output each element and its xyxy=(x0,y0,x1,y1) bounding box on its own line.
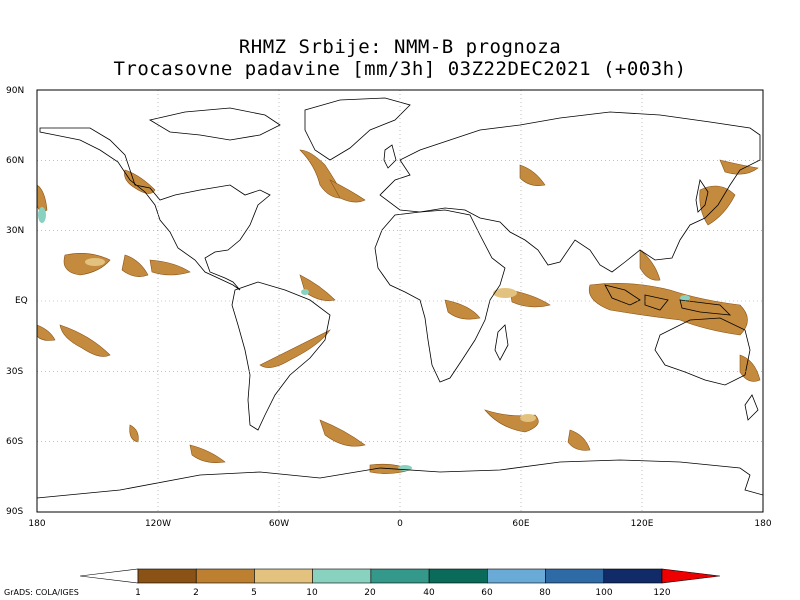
colorbar-underflow-arrow xyxy=(79,568,139,584)
colorbar-swatch xyxy=(428,568,488,584)
precip-patch xyxy=(149,259,191,276)
map-area xyxy=(36,89,764,513)
greenland-outline xyxy=(304,97,411,161)
precip-patch xyxy=(639,249,661,281)
japan-outline xyxy=(695,178,709,213)
grads-credit: GrADS: COLA/IGES xyxy=(4,588,79,597)
north-america-outline xyxy=(39,127,271,291)
precip-patch xyxy=(493,288,517,298)
colorbar-label: 2 xyxy=(193,588,199,598)
colorbar-label: 5 xyxy=(251,588,257,598)
precip-patch xyxy=(509,289,551,308)
indonesia-outline xyxy=(604,284,732,316)
lon-tick-label: 60W xyxy=(269,519,289,529)
colorbar-label: 120 xyxy=(653,588,670,598)
colorbar-swatch xyxy=(487,568,546,584)
precipitation-field-light xyxy=(85,258,536,422)
lat-tick-label: 90S xyxy=(6,507,23,517)
precip-patch xyxy=(189,444,226,463)
colorbar-overflow-arrow xyxy=(661,568,721,584)
lat-tick-label: 30N xyxy=(6,226,24,236)
map-title-line1: RHMZ Srbije: NMM-B prognoza xyxy=(238,36,562,58)
map-frame xyxy=(36,89,764,513)
uk-outline xyxy=(383,144,397,169)
precip-patch xyxy=(299,274,336,301)
precip-patch xyxy=(444,299,481,320)
lat-tick-label: 60N xyxy=(6,156,24,166)
colorbar-label: 60 xyxy=(481,588,493,598)
colorbar-label: 20 xyxy=(364,588,376,598)
colorbar-labels: 1 2 5 10 20 40 60 80 100 120 xyxy=(135,588,671,598)
coastlines xyxy=(36,97,764,513)
colorbar-swatch xyxy=(254,568,313,584)
lon-tick-label: 120E xyxy=(631,519,654,529)
lon-tick-label: 180 xyxy=(754,519,771,529)
lat-tick-label: 90N xyxy=(6,86,24,96)
graticule xyxy=(37,90,763,512)
colorbar-label: 1 xyxy=(135,588,141,598)
australia-outline xyxy=(654,317,751,386)
madagascar-outline xyxy=(494,324,509,361)
colorbar-label: 40 xyxy=(423,588,435,598)
precip-patch xyxy=(329,179,366,203)
precip-patch xyxy=(588,283,748,336)
precip-patch xyxy=(567,429,591,451)
precip-patch xyxy=(36,184,48,212)
longitude-labels: 180 120W 60W 0 60E 120E 180 xyxy=(28,519,771,529)
precip-patch xyxy=(38,207,46,223)
map-title-line2: Trocasovne padavine [mm/3h] 03Z22DEC2021… xyxy=(113,58,687,80)
lat-tick-label: EQ xyxy=(15,296,28,306)
precip-patch xyxy=(520,414,536,422)
arctic-islands-outline xyxy=(148,107,281,141)
colorbar-swatch xyxy=(195,568,255,584)
colorbar-label: 100 xyxy=(595,588,612,598)
africa-outline xyxy=(374,209,506,383)
precip-patch xyxy=(680,295,690,301)
precip-patch xyxy=(36,324,56,341)
colorbar: 1 2 5 10 20 40 60 80 100 120 xyxy=(79,568,721,598)
lat-tick-label: 30S xyxy=(6,367,23,377)
precip-patch xyxy=(719,159,759,175)
precip-patch xyxy=(519,164,546,186)
lat-tick-label: 60S xyxy=(6,437,23,447)
lon-tick-label: 60E xyxy=(512,519,529,529)
precip-patch xyxy=(85,258,105,266)
colorbar-swatch xyxy=(545,568,605,584)
colorbar-swatches xyxy=(137,568,663,584)
colorbar-swatch xyxy=(603,568,663,584)
new-zealand-outline xyxy=(744,394,759,421)
precip-patch xyxy=(259,329,331,368)
precip-patch xyxy=(59,324,111,357)
colorbar-swatch xyxy=(137,568,197,584)
europe-asia-outline xyxy=(379,111,761,273)
colorbar-label: 10 xyxy=(306,588,318,598)
lon-tick-label: 0 xyxy=(397,519,403,529)
lon-tick-label: 120W xyxy=(145,519,171,529)
lon-tick-label: 180 xyxy=(28,519,45,529)
colorbar-swatch xyxy=(312,568,372,584)
latitude-labels: 90N 60N 30N EQ 30S 60S 90S xyxy=(6,86,28,517)
precip-patch xyxy=(484,409,539,433)
south-america-outline xyxy=(231,281,331,431)
colorbar-swatch xyxy=(370,568,430,584)
precip-patch xyxy=(301,289,309,295)
precip-patch xyxy=(319,419,366,447)
precip-patch xyxy=(129,424,139,443)
precip-patch xyxy=(121,254,149,277)
colorbar-label: 80 xyxy=(539,588,551,598)
